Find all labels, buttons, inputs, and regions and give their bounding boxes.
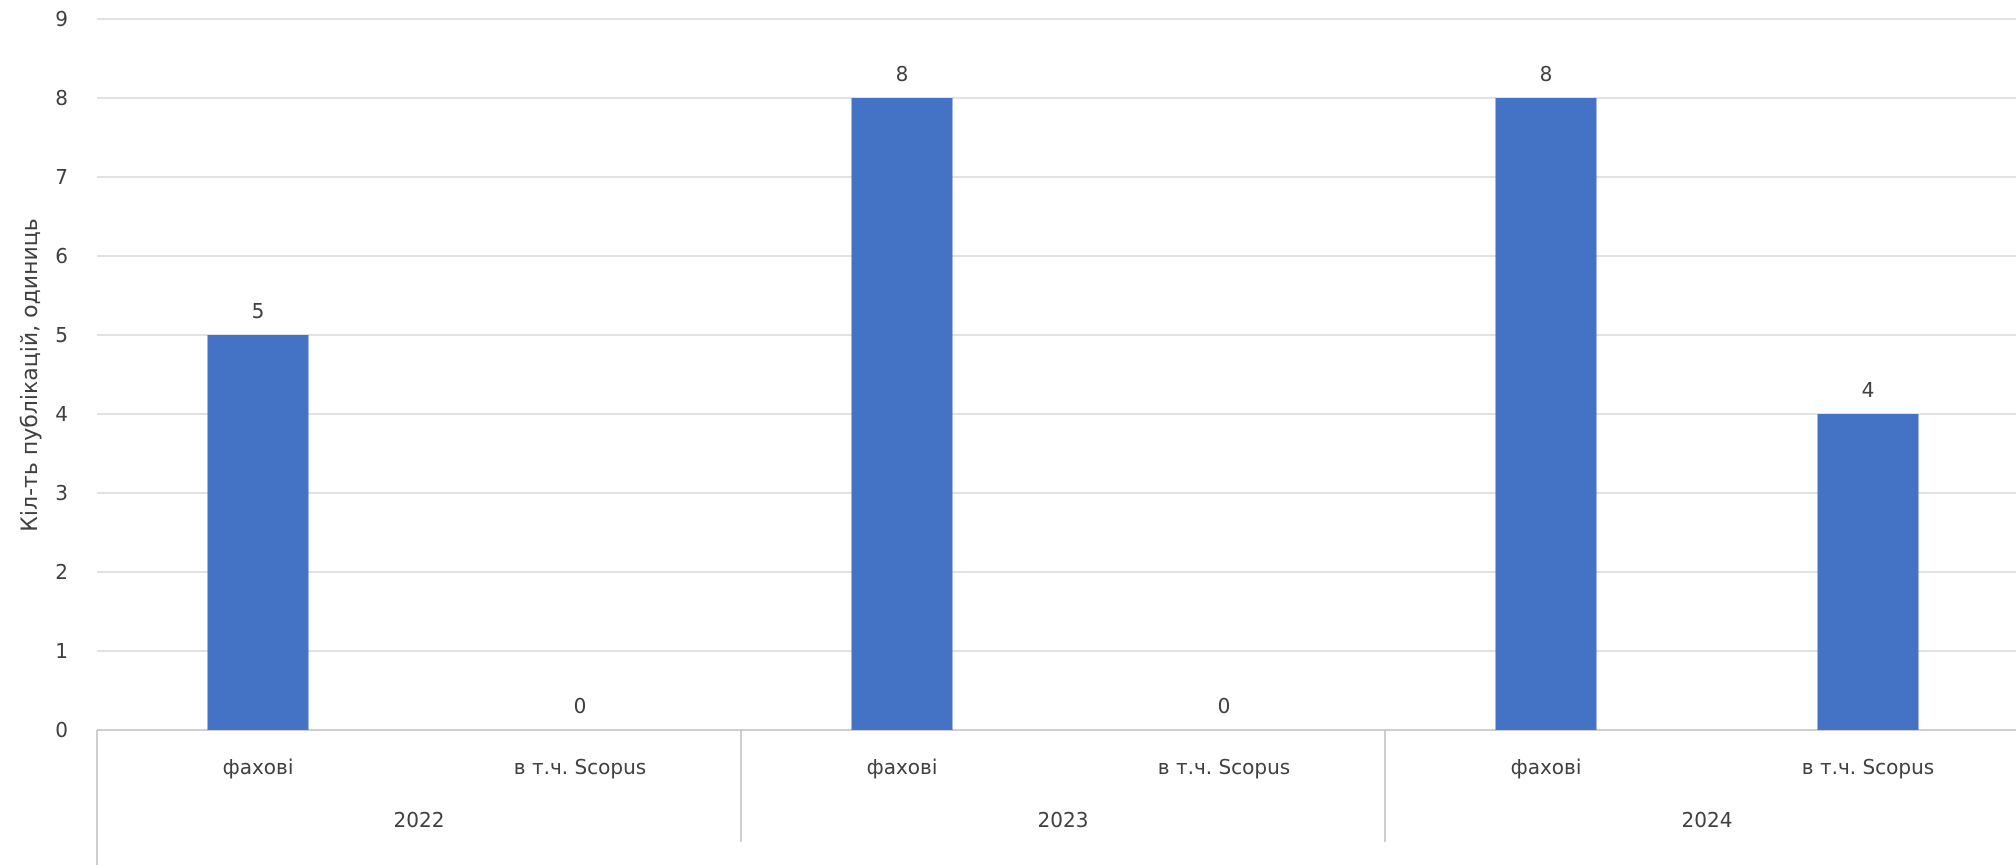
bar bbox=[1817, 414, 1919, 730]
x-category-label: в т.ч. Scopus bbox=[1802, 755, 1934, 779]
data-label: 0 bbox=[1218, 694, 1231, 718]
x-category-label: в т.ч. Scopus bbox=[514, 755, 646, 779]
x-group-label: 2023 bbox=[1038, 808, 1089, 832]
y-tick-label: 5 bbox=[55, 323, 68, 347]
y-tick-label: 8 bbox=[55, 86, 68, 110]
labels: 0 1 2 3 4 5 6 7 8 9 5 фахові 0 в т.ч. Scopus 2022 8 фахо… bbox=[55, 7, 1934, 832]
data-label: 8 bbox=[896, 62, 909, 86]
bar bbox=[207, 335, 309, 730]
y-tick-label: 7 bbox=[55, 165, 68, 189]
y-tick-label: 3 bbox=[55, 481, 68, 505]
axes bbox=[96, 729, 2016, 865]
x-group-label: 2022 bbox=[394, 808, 445, 832]
x-category-label: фахові bbox=[867, 755, 938, 779]
data-label: 4 bbox=[1862, 378, 1875, 402]
y-tick-label: 9 bbox=[55, 7, 68, 31]
x-category-label: в т.ч. Scopus bbox=[1158, 755, 1290, 779]
gridlines bbox=[97, 18, 2016, 652]
x-category-label: фахові bbox=[223, 755, 294, 779]
y-tick-label: 0 bbox=[55, 718, 68, 742]
y-tick-label: 2 bbox=[55, 560, 68, 584]
y-tick-label: 6 bbox=[55, 244, 68, 268]
y-tick-label: 1 bbox=[55, 639, 68, 663]
y-axis-title: Кіл-ть публікацій, одиниць bbox=[18, 218, 43, 531]
x-category-label: фахові bbox=[1511, 755, 1582, 779]
x-group-label: 2024 bbox=[1682, 808, 1733, 832]
y-tick-label: 4 bbox=[55, 402, 68, 426]
data-label: 0 bbox=[574, 694, 587, 718]
bar bbox=[851, 98, 953, 730]
data-label: 8 bbox=[1540, 62, 1553, 86]
bars bbox=[207, 98, 1919, 730]
bar bbox=[1495, 98, 1597, 730]
data-label: 5 bbox=[252, 299, 265, 323]
